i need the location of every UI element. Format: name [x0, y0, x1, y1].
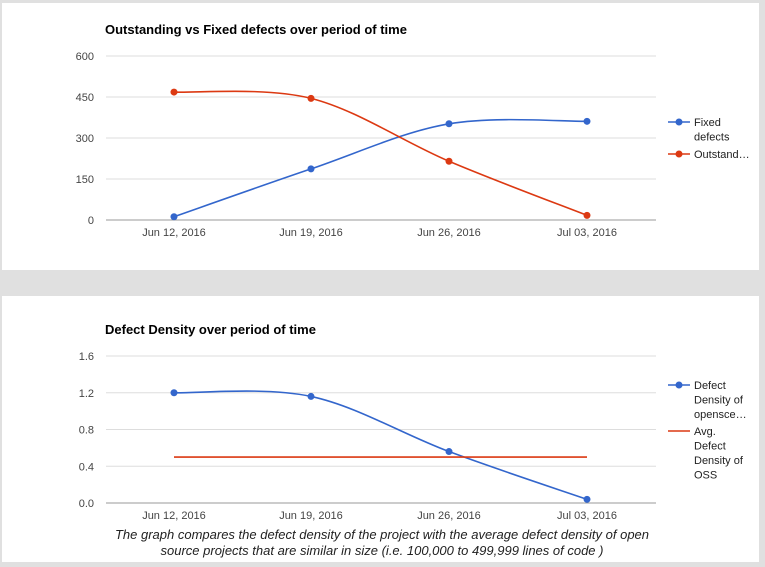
x-tick-label: Jun 26, 2016: [417, 227, 481, 239]
y-tick-label: 450: [76, 92, 94, 104]
series-line: [173, 390, 588, 501]
data-point: [170, 389, 178, 397]
data-point: [307, 94, 315, 102]
legend-swatch-dot: [675, 118, 683, 126]
legend-swatch-dot: [675, 150, 683, 158]
chart-caption: The graph compares the defect density of…: [114, 527, 650, 558]
x-tick-label: Jun 12, 2016: [142, 510, 206, 522]
y-tick-label: 1.6: [79, 351, 94, 363]
data-point: [583, 211, 591, 219]
y-tick-label: 300: [76, 133, 94, 145]
legend-label: defects: [694, 132, 730, 144]
x-tick-label: Jul 03, 2016: [557, 510, 617, 522]
legend-label: Fixed: [694, 117, 721, 129]
data-point: [307, 165, 315, 173]
y-tick-label: 150: [76, 174, 94, 186]
chart-title: Defect Density over period of time: [105, 322, 316, 337]
chart-card-density: Defect Density over period of time 0.0 0.4…: [2, 296, 759, 562]
x-tick-label: Jun 19, 2016: [279, 510, 343, 522]
legend-label: Avg.: [694, 426, 716, 438]
legend-label: Defect: [694, 380, 726, 392]
chart-title: Outstanding vs Fixed defects over period…: [105, 22, 407, 37]
legend-label: opensce…: [694, 409, 747, 421]
data-point: [583, 495, 591, 503]
data-point: [583, 117, 591, 125]
y-tick-label: 1.2: [79, 388, 94, 400]
series-line: [173, 90, 588, 217]
data-point: [445, 157, 453, 165]
data-point: [170, 88, 178, 96]
x-tick-label: Jul 03, 2016: [557, 227, 617, 239]
y-tick-label: 0.0: [79, 498, 94, 510]
density-chart: Defect Density over period of time 0.0 0.4…: [79, 322, 747, 522]
data-point: [307, 392, 315, 400]
x-tick-label: Jun 26, 2016: [417, 510, 481, 522]
y-tick-label: 0.8: [79, 425, 94, 437]
legend-label: Defect: [694, 441, 726, 453]
legend-label: OSS: [694, 470, 717, 482]
chart-card-defects: Outstanding vs Fixed defects over period…: [2, 3, 759, 270]
data-point: [445, 448, 453, 456]
y-tick-label: 0.4: [79, 461, 94, 473]
legend-label: Density of: [694, 455, 744, 467]
series-line: [173, 118, 588, 218]
legend-label: Outstand…: [694, 149, 750, 161]
data-point: [170, 213, 178, 221]
legend-swatch-dot: [675, 381, 683, 389]
y-tick-label: 600: [76, 51, 94, 63]
y-tick-label: 0: [88, 215, 94, 227]
data-point: [445, 120, 453, 128]
x-tick-label: Jun 12, 2016: [142, 227, 206, 239]
defects-chart: Outstanding vs Fixed defects over period…: [76, 22, 750, 239]
legend-label: Density of: [694, 395, 744, 407]
x-tick-label: Jun 19, 2016: [279, 227, 343, 239]
